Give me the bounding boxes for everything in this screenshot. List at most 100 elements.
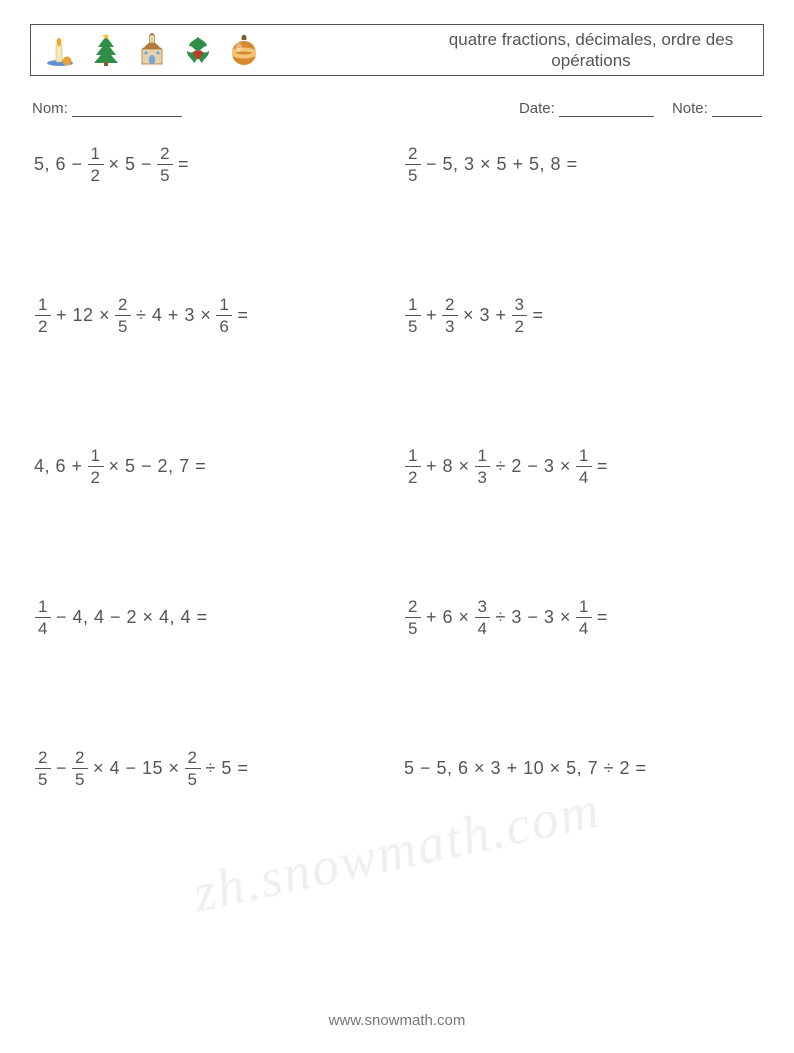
fraction-denominator: 3 [475,466,491,486]
fraction: 15 [405,296,421,335]
worksheet-page: quatre fractions, décimales, ordre des o… [0,0,794,1053]
name-blank[interactable] [72,102,182,117]
expression-text: + 12 × [54,305,112,326]
fraction-numerator: 2 [157,145,173,164]
expression-text: = [176,154,191,175]
fraction-denominator: 5 [35,768,51,788]
expression-text: 4, 6 + [32,456,85,477]
fraction: 16 [216,296,232,335]
expression-text: − 5, 3 × 5 + 5, 8 = [424,154,580,175]
fraction-numerator: 3 [475,598,491,617]
fraction-denominator: 4 [576,466,592,486]
meta-name: Nom: [32,100,182,117]
fraction-denominator: 6 [216,315,232,335]
problem-5: 4, 6 + 12 × 5 − 2, 7 = [32,447,392,486]
problem-9: 25 − 25 × 4 − 15 × 25 ÷ 5 = [32,749,392,788]
fraction-numerator: 2 [72,749,88,768]
expression-text: = [595,607,610,628]
fraction-numerator: 2 [35,749,51,768]
fraction-denominator: 4 [35,617,51,637]
expression-text: × 5 − [107,154,155,175]
fraction: 25 [35,749,51,788]
date-label: Date: [519,100,555,117]
expression-text: + 8 × [424,456,472,477]
fraction-numerator: 1 [35,598,51,617]
worksheet-title: quatre fractions, décimales, ordre des o… [431,29,751,72]
problems-grid: 5, 6 − 12 × 5 − 25 =25 − 5, 3 × 5 + 5, 8… [30,145,764,788]
fraction: 25 [72,749,88,788]
bauble-icon [227,33,261,67]
fraction-denominator: 4 [475,617,491,637]
fraction: 13 [475,447,491,486]
fraction: 25 [115,296,131,335]
fraction-numerator: 1 [475,447,491,466]
fraction-numerator: 1 [88,447,104,466]
fraction-numerator: 1 [216,296,232,315]
expression-text: × 3 + [461,305,509,326]
expression-text: ÷ 4 + 3 × [134,305,213,326]
watermark: zh.snowmath.com [188,778,606,925]
problem-4: 15 + 23 × 3 + 32 = [402,296,762,335]
expression-text: = [530,305,545,326]
fraction-denominator: 5 [405,617,421,637]
expression-text: ÷ 3 − 3 × [493,607,572,628]
fraction-numerator: 2 [442,296,458,315]
meta-date: Date: [519,100,654,117]
expression-text: × 4 − 15 × [91,758,182,779]
fraction-numerator: 2 [405,598,421,617]
problem-3: 12 + 12 × 25 ÷ 4 + 3 × 16 = [32,296,392,335]
expression-text: + 6 × [424,607,472,628]
problem-10: 5 − 5, 6 × 3 + 10 × 5, 7 ÷ 2 = [402,749,762,788]
fraction-numerator: 1 [35,296,51,315]
meta-row: Nom: Date: Note: [30,100,764,117]
fraction-denominator: 2 [88,164,104,184]
note-blank[interactable] [712,102,762,117]
tree-icon [89,33,123,67]
expression-text: − [54,758,69,779]
fraction-denominator: 5 [185,768,201,788]
fraction: 12 [35,296,51,335]
fraction-numerator: 3 [512,296,528,315]
fraction: 32 [512,296,528,335]
fraction-denominator: 2 [35,315,51,335]
fraction-numerator: 2 [405,145,421,164]
note-label: Note: [672,100,708,117]
expression-text: = [595,456,610,477]
fraction: 14 [576,447,592,486]
fraction-denominator: 5 [405,315,421,335]
fraction: 25 [157,145,173,184]
problem-1: 5, 6 − 12 × 5 − 25 = [32,145,392,184]
fraction-denominator: 2 [512,315,528,335]
expression-text: ÷ 2 − 3 × [493,456,572,477]
expression-text: 5 − 5, 6 × 3 + 10 × 5, 7 ÷ 2 = [402,758,649,779]
fraction: 14 [35,598,51,637]
date-blank[interactable] [559,102,654,117]
fraction: 25 [405,145,421,184]
footer-text: www.snowmath.com [0,1012,794,1029]
fraction-denominator: 5 [115,315,131,335]
holly-icon [181,33,215,67]
fraction-denominator: 2 [88,466,104,486]
fraction-denominator: 2 [405,466,421,486]
header-box: quatre fractions, décimales, ordre des o… [30,24,764,76]
fraction-denominator: 3 [442,315,458,335]
fraction: 34 [475,598,491,637]
fraction: 12 [405,447,421,486]
name-label: Nom: [32,100,68,117]
expression-text: ÷ 5 = [204,758,251,779]
problem-7: 14 − 4, 4 − 2 × 4, 4 = [32,598,392,637]
fraction-numerator: 2 [185,749,201,768]
fraction-denominator: 5 [72,768,88,788]
fraction: 25 [405,598,421,637]
header-icons [43,33,261,67]
expression-text: 5, 6 − [32,154,85,175]
fraction-numerator: 1 [405,296,421,315]
fraction: 12 [88,447,104,486]
expression-text: = [235,305,250,326]
fraction: 14 [576,598,592,637]
fraction-denominator: 5 [157,164,173,184]
fraction: 25 [185,749,201,788]
candle-icon [43,33,77,67]
expression-text: − 4, 4 − 2 × 4, 4 = [54,607,210,628]
fraction-denominator: 5 [405,164,421,184]
